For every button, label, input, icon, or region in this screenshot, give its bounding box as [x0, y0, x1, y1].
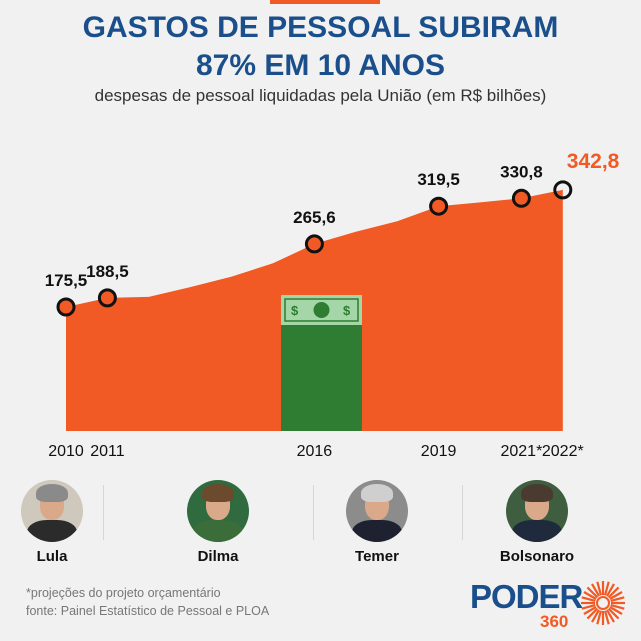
data-label: 319,5: [417, 170, 460, 189]
data-point: [304, 234, 324, 254]
president-name: Lula: [36, 548, 68, 565]
president-photo: [506, 480, 568, 542]
data-label: 265,6: [293, 208, 336, 227]
president-dilma: Dilma: [163, 480, 273, 565]
data-point: [429, 196, 449, 216]
sunburst-icon: [581, 581, 625, 625]
x-tick-label: 2010: [48, 443, 84, 460]
data-point: [511, 188, 531, 208]
president-temer: Temer: [322, 480, 432, 565]
data-label: 342,8: [567, 150, 620, 173]
president-name: Bolsonaro: [499, 548, 575, 565]
x-tick-label: 2022*: [542, 443, 584, 460]
data-label: 188,5: [86, 262, 129, 281]
top-accent-bar: [270, 0, 380, 4]
svg-text:$: $: [291, 303, 299, 318]
president-bolsonaro: Bolsonaro: [482, 480, 592, 565]
data-label: 175,5: [45, 271, 88, 290]
data-point: [56, 297, 76, 317]
x-tick-label: 2019: [421, 443, 457, 460]
poder360-logo: PODER 360: [470, 578, 625, 631]
president-photo: [187, 480, 249, 542]
logo-wordmark: PODER: [470, 578, 583, 615]
footnote-source: fonte: Painel Estatístico de Pessoal e P…: [26, 604, 270, 618]
banknote-stack-icon: $ $: [281, 295, 362, 431]
chart-subtitle: despesas de pessoal liquidadas pela Uniã…: [94, 86, 547, 105]
divider: [313, 485, 314, 540]
divider: [103, 485, 104, 540]
president-photo: [346, 480, 408, 542]
chart-title-line-2: 87% EM 10 ANOS: [196, 49, 445, 82]
svg-text:$: $: [343, 303, 351, 318]
data-label: 330,8: [500, 162, 543, 181]
x-tick-label: 2016: [297, 443, 333, 460]
data-point: [97, 288, 117, 308]
president-photo: [21, 480, 83, 542]
divider: [462, 485, 463, 540]
footnote-projection: *projeções do projeto orçamentário: [26, 586, 221, 600]
logo-number: 360: [540, 612, 569, 631]
president-name: Temer: [355, 548, 399, 565]
x-tick-label: 2011: [90, 443, 125, 460]
x-tick-label: 2021*: [500, 443, 542, 460]
data-point: [553, 180, 573, 200]
president-lula: Lula: [0, 480, 107, 565]
chart-title-line-1: GASTOS DE PESSOAL SUBIRAM: [82, 11, 559, 44]
president-name: Dilma: [197, 548, 239, 565]
